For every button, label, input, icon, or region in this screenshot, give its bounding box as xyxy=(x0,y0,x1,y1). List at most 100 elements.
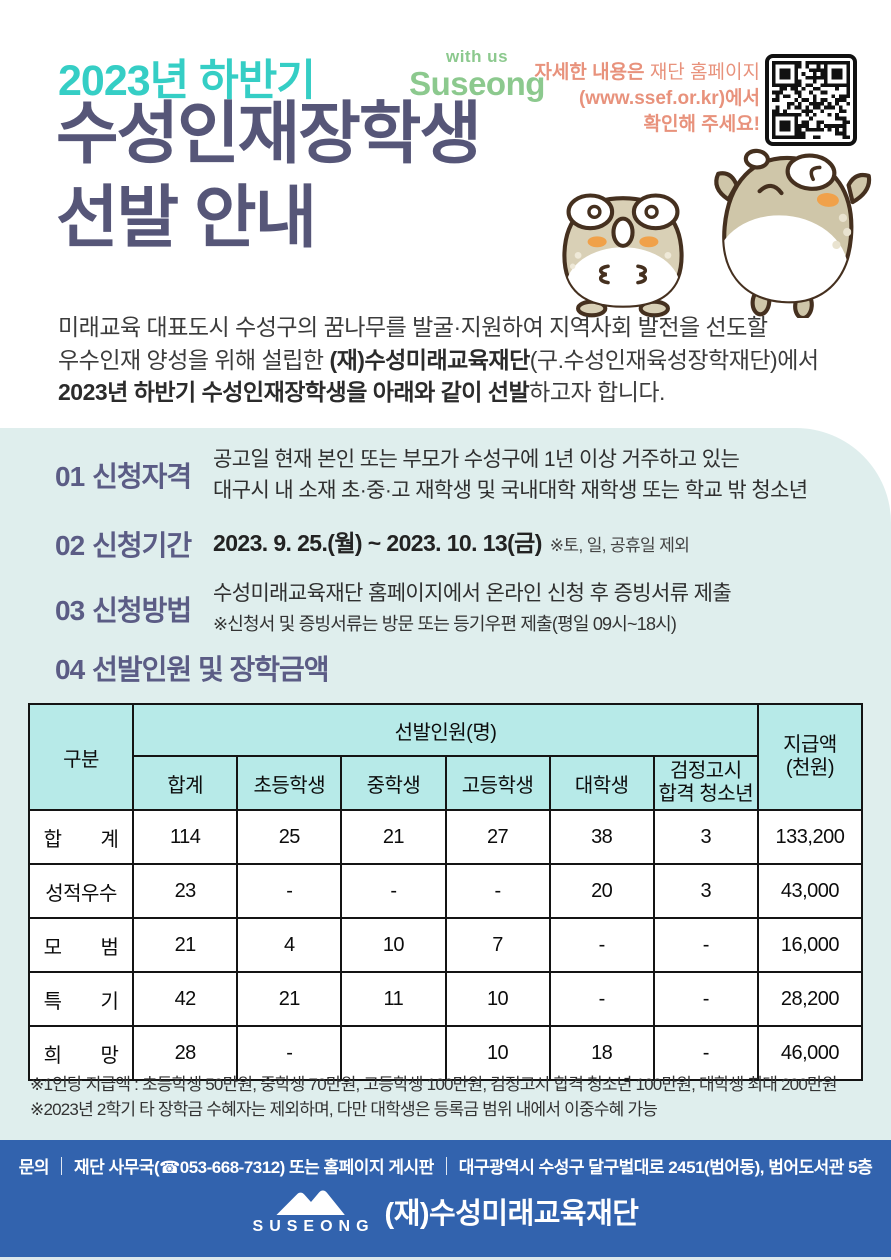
row-label: 합 계 xyxy=(27,809,135,865)
mascot-characters xyxy=(548,148,888,318)
table-cell: 46,000 xyxy=(756,1025,864,1081)
suseong-footer-logo: SUSEONG xyxy=(253,1187,369,1235)
qr-note-line1-light: 재단 홈페이지 xyxy=(649,62,760,83)
org-name: (재)수성미래교육재단 xyxy=(384,1198,639,1230)
poster-subtitle: 2023년 하반기 xyxy=(58,57,316,105)
row-label: 모 범 xyxy=(27,917,135,973)
table-cell: 18 xyxy=(548,1025,655,1081)
period-note: ※토, 일, 공휴일 제외 xyxy=(549,535,690,555)
table-row: 성적우수 23- - -20 3 43,000 xyxy=(27,863,864,919)
table-row: 합 계 114 25 21 27 38 3 133,200 xyxy=(27,809,864,865)
table-cell: 21 xyxy=(340,809,447,865)
table-cell: 27 xyxy=(444,809,551,865)
logo-name: Suseong xyxy=(409,65,545,102)
table-cell: - xyxy=(652,917,759,973)
section1-title: 신청자격 xyxy=(92,461,192,492)
table-row: 모 범 21 4 10 7- -16,000 xyxy=(27,917,864,973)
separator-bar xyxy=(445,1156,447,1175)
table-cell: 21 xyxy=(132,917,239,973)
table-cell: - xyxy=(548,917,655,973)
qr-code xyxy=(765,54,857,146)
poster-title: 수성인재장학생 선발 안내 xyxy=(56,92,482,260)
contact-office: 재단 사무국(☎053-668-7312) 또는 홈페이지 게시판 xyxy=(74,1158,434,1177)
footnote-line2: ※2023년 2학기 타 장학금 수혜자는 제외하며, 다만 대학생은 등록금 … xyxy=(30,1100,658,1119)
footer-brand: SUSEONG (재)수성미래교육재단 xyxy=(0,1187,891,1235)
qr-note: 자세한 내용은 재단 홈페이지 (www.ssef.or.kr)에서 확인해 주… xyxy=(534,60,760,138)
section1-number: 01 xyxy=(55,461,85,492)
section4-number: 04 xyxy=(55,654,85,685)
table-cell: 10 xyxy=(340,917,447,973)
table-row: 특 기 42 21 11 10- -28,200 xyxy=(27,971,864,1027)
table-cell: 43,000 xyxy=(756,863,864,919)
table-cell xyxy=(340,1025,447,1081)
col-header-elementary: 초등학생 xyxy=(236,755,343,811)
selection-table-wrap: 구분 선발인원(명) 지급액 (천원) 합계 초등학생 중학생 고등학생 대학생… xyxy=(27,703,864,1081)
footer-contact: 문의 재단 사무국(☎053-668-7312) 또는 홈페이지 게시판 대구광… xyxy=(0,1153,891,1178)
table-cell: 28,200 xyxy=(756,971,864,1027)
table-cell: - xyxy=(652,1025,759,1081)
table-cell: 42 xyxy=(132,971,239,1027)
contact-address: 대구광역시 수성구 달구벌대로 2451(범어동), 범어도서관 5층 xyxy=(458,1158,873,1177)
table-cell: - xyxy=(444,863,551,919)
intro-line2-bold: (재)수성미래교육재단 xyxy=(329,346,530,373)
qr-code-svg xyxy=(772,61,850,139)
table-cell: 20 xyxy=(548,863,655,919)
intro-line2-tail: (구.수성인재육성장학재단)에서 xyxy=(529,346,819,373)
col-header-university: 대학생 xyxy=(548,755,655,811)
intro-line3-tail: 하고자 합니다. xyxy=(529,379,665,405)
section4-title: 선발인원 및 장학금액 xyxy=(92,654,329,685)
poster-title-line1: 수성인재장학생 xyxy=(56,96,482,172)
section3-title: 신청방법 xyxy=(92,595,192,626)
col-header-high: 고등학생 xyxy=(444,755,551,811)
section3-number: 03 xyxy=(55,595,85,626)
suseong-logo-text: SUSEONG xyxy=(252,1218,375,1235)
amount-header-line1: 지급액 xyxy=(783,734,837,756)
table-cell: 28 xyxy=(132,1025,239,1081)
period-dates: 2023. 9. 25.(월) ~ 2023. 10. 13(금) xyxy=(213,529,542,556)
table-cell: 114 xyxy=(132,809,239,865)
col-header-amount: 지급액 (천원) xyxy=(756,703,864,811)
bottom-strip xyxy=(0,1257,891,1260)
method-line1: 수성미래교육재단 홈페이지에서 온라인 신청 후 증빙서류 제출 xyxy=(213,582,732,605)
selection-table: 구분 선발인원(명) 지급액 (천원) 합계 초등학생 중학생 고등학생 대학생… xyxy=(27,703,864,1081)
table-header-row-sub: 합계 초등학생 중학생 고등학생 대학생 검정고시 합격 청소년 xyxy=(29,755,862,811)
intro-line1: 미래교육 대표도시 수성구의 꿈나무를 발굴·지원하여 지역사회 발전을 선도할 xyxy=(58,314,768,340)
row-label: 희 망 xyxy=(27,1025,135,1081)
suseong-logo: with us Suseong xyxy=(392,48,562,100)
section-eligibility: 01 신청자격 공고일 현재 본인 또는 부모가 수성구에 1년 이상 거주하고 … xyxy=(55,444,808,506)
qr-note-url: (www.ssef.or.kr)에서 xyxy=(578,88,760,109)
table-cell: - xyxy=(548,971,655,1027)
ged-header-line2: 합격 청소년 xyxy=(658,783,754,805)
col-header-middle: 중학생 xyxy=(340,755,447,811)
ged-header-line1: 검정고시 xyxy=(670,760,742,782)
table-cell: 38 xyxy=(548,809,655,865)
footer: 문의 재단 사무국(☎053-668-7312) 또는 홈페이지 게시판 대구광… xyxy=(0,1140,891,1257)
table-cell: 25 xyxy=(236,809,343,865)
intro-paragraph: 미래교육 대표도시 수성구의 꿈나무를 발굴·지원하여 지역사회 발전을 선도할… xyxy=(58,311,819,409)
table-cell: - xyxy=(340,863,447,919)
section-selection-title: 04 선발인원 및 장학금액 xyxy=(55,648,330,688)
table-cell: - xyxy=(652,971,759,1027)
footnotes: ※1인당 지급액 : 초등학생 50만원, 중학생 70만원, 고등학생 100… xyxy=(30,1072,837,1122)
table-cell: 3 xyxy=(652,809,759,865)
eligibility-line2: 대구시 내 소재 초·중·고 재학생 및 국내대학 재학생 또는 학교 밖 청소… xyxy=(213,479,808,502)
table-cell: 10 xyxy=(444,971,551,1027)
method-note: ※신청서 및 증빙서류는 방문 또는 등기우편 제출(평일 09시~18시) xyxy=(213,614,677,634)
section-method: 03 신청방법 수성미래교육재단 홈페이지에서 온라인 신청 후 증빙서류 제출 … xyxy=(55,578,732,640)
mascot-right-icon xyxy=(714,148,872,318)
table-cell: 21 xyxy=(236,971,343,1027)
section-period: 02 신청기간 2023. 9. 25.(월) ~ 2023. 10. 13(금)… xyxy=(55,524,690,564)
row-label: 특 기 xyxy=(27,971,135,1027)
table-cell: 11 xyxy=(340,971,447,1027)
col-header-group: 선발인원(명) xyxy=(132,703,759,757)
eligibility-line1: 공고일 현재 본인 또는 부모가 수성구에 1년 이상 거주하고 있는 xyxy=(213,448,740,471)
table-body: 합 계 114 25 21 27 38 3 133,200 성적우수 23- - -20 3 43,000… xyxy=(27,809,864,1081)
table-cell: 3 xyxy=(652,863,759,919)
table-cell: 4 xyxy=(236,917,343,973)
separator-bar xyxy=(61,1156,63,1175)
col-header-ged: 검정고시 합격 청소년 xyxy=(652,755,759,811)
table-cell: 23 xyxy=(132,863,239,919)
table-row: 희 망 28-10 18-46,000 xyxy=(27,1025,864,1081)
table-cell: 7 xyxy=(444,917,551,973)
footnote-line1: ※1인당 지급액 : 초등학생 50만원, 중학생 70만원, 고등학생 100… xyxy=(30,1075,837,1094)
